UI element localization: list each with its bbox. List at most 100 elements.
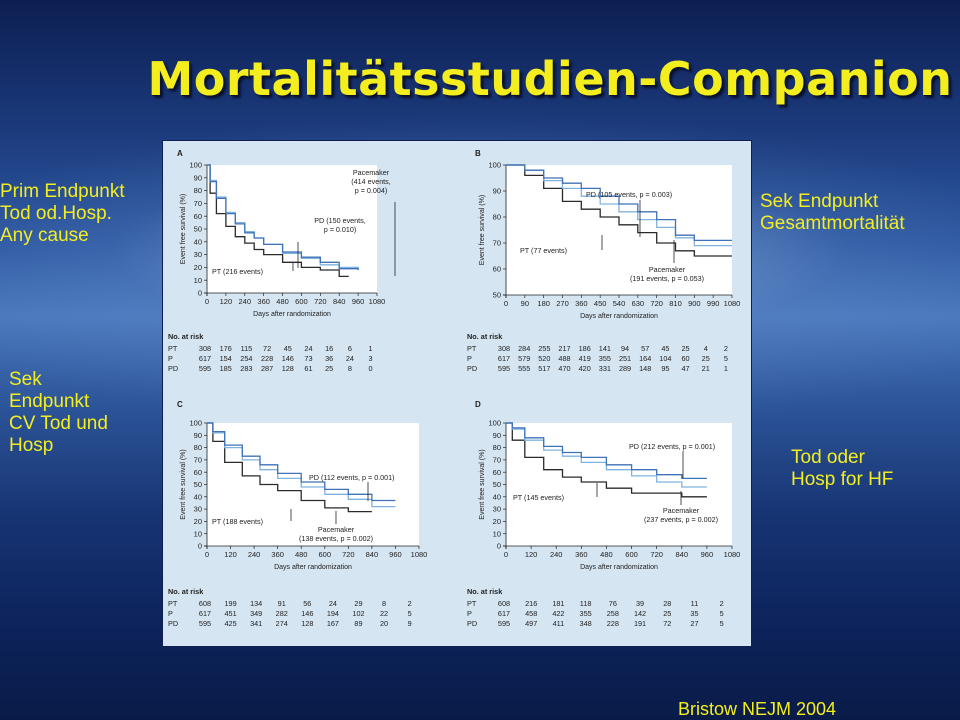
risk-cell: 289: [619, 364, 631, 373]
y-tick-label: 40: [194, 492, 202, 501]
risk-cell: 355: [599, 354, 611, 363]
risk-cell: 228: [607, 619, 619, 628]
x-tick-label: 720: [342, 550, 355, 559]
risk-cell: 28: [663, 599, 671, 608]
risk-cell: 185: [220, 364, 232, 373]
risk-cell: 73: [304, 354, 312, 363]
y-axis-label: Event free survival (%): [180, 449, 187, 519]
x-tick-label: 720: [650, 299, 663, 308]
x-tick-label: 540: [613, 299, 626, 308]
x-tick-label: 600: [319, 550, 332, 559]
x-tick-label: 360: [575, 299, 588, 308]
label-line: Sek Endpunkt: [760, 191, 879, 212]
risk-cell: 102: [352, 609, 364, 618]
risk-cell: 91: [278, 599, 286, 608]
risk-cell: 76: [609, 599, 617, 608]
risk-cell: 217: [558, 344, 570, 353]
risk-cell: 181: [552, 599, 564, 608]
y-tick-label: 80: [194, 186, 202, 195]
x-tick-label: 240: [550, 550, 563, 559]
x-tick-label: 720: [314, 297, 327, 306]
label-sek-mortalitaet: Sek Endpunkt Gesamtmortalität: [760, 191, 905, 235]
annotation-text: PD (105 events, p = 0.003): [586, 190, 672, 199]
label-line: Sek: [9, 369, 42, 390]
risk-cell: 579: [518, 354, 530, 363]
risk-cell: 608: [498, 599, 510, 608]
risk-cell: 24: [329, 599, 337, 608]
annotation-text: Pacemaker: [663, 506, 700, 515]
risk-cell: 134: [250, 599, 262, 608]
risk-cell: 1: [724, 364, 728, 373]
risk-cell: 194: [327, 609, 339, 618]
annotation-text: (414 events,: [351, 177, 391, 186]
risk-row-label: PT: [467, 344, 477, 353]
x-tick-label: 360: [271, 550, 284, 559]
risk-cell: 308: [498, 344, 510, 353]
risk-row-label: P: [467, 609, 472, 618]
risk-cell: 6: [348, 344, 352, 353]
x-tick-label: 120: [224, 550, 237, 559]
x-tick-label: 240: [248, 550, 261, 559]
risk-cell: 61: [304, 364, 312, 373]
y-tick-label: 30: [194, 505, 202, 514]
annotation-text: Pacemaker: [649, 265, 686, 274]
risk-cell: 118: [580, 599, 592, 608]
risk-cell: 8: [382, 599, 386, 608]
risk-cell: 470: [558, 364, 570, 373]
label-prim-endpunkt: Prim Endpunkt Tod od.Hosp. Any cause: [0, 181, 125, 247]
x-tick-label: 840: [676, 550, 689, 559]
annotation-text: PT (145 events): [513, 493, 564, 502]
x-tick-label: 0: [205, 550, 209, 559]
label-line: Gesamtmortalität: [760, 213, 905, 234]
x-tick-label: 90: [521, 299, 529, 308]
label-line: Any cause: [0, 225, 89, 246]
series-line-pd: [207, 422, 396, 502]
y-tick-label: 80: [194, 443, 202, 452]
risk-row-label: PT: [168, 599, 178, 608]
risk-row-label: P: [467, 354, 472, 363]
risk-row-label: P: [168, 609, 173, 618]
risk-row-label: PT: [467, 599, 477, 608]
risk-cell: 20: [380, 619, 388, 628]
x-tick-label: 990: [707, 299, 720, 308]
risk-cell: 308: [199, 344, 211, 353]
risk-cell: 72: [663, 619, 671, 628]
risk-cell: 284: [518, 344, 530, 353]
risk-cell: 331: [599, 364, 611, 373]
risk-cell: 1: [369, 344, 373, 353]
risk-cell: 60: [681, 354, 689, 363]
x-tick-label: 1080: [411, 550, 428, 559]
risk-row-label: PD: [467, 619, 477, 628]
annotation-text: (191 events, p = 0.053): [630, 274, 704, 283]
y-tick-label: 30: [493, 505, 501, 514]
risk-cell: 128: [282, 364, 294, 373]
risk-cell: 45: [661, 344, 669, 353]
annotation-text: p = 0.010): [324, 225, 357, 234]
risk-cell: 355: [580, 609, 592, 618]
y-axis-label: Event free survival (%): [479, 449, 486, 519]
risk-row-label: PT: [168, 344, 178, 353]
plot-area: [207, 423, 419, 546]
y-axis-label: Event free survival (%): [479, 195, 486, 265]
y-tick-label: 20: [493, 517, 501, 526]
x-tick-label: 840: [366, 550, 379, 559]
risk-table-header: No. at risk: [467, 587, 503, 596]
y-tick-label: 10: [493, 529, 501, 538]
risk-cell: 146: [301, 609, 313, 618]
x-tick-label: 1080: [724, 550, 741, 559]
label-tod-hosp-hf: Tod oder Hosp for HF: [791, 447, 893, 491]
x-tick-label: 180: [537, 299, 550, 308]
risk-cell: 216: [525, 599, 537, 608]
risk-cell: 94: [621, 344, 629, 353]
risk-cell: 5: [724, 354, 728, 363]
series-line-pd: [207, 164, 359, 270]
annotation-text: PT (188 events): [212, 517, 263, 526]
risk-cell: 47: [681, 364, 689, 373]
label-line: Tod oder: [791, 447, 865, 468]
risk-cell: 617: [498, 354, 510, 363]
kaplan-meier-figure: A 0 10 20 30 40 50 60 70 80 90 100 0 120 240 360 480 600 7…: [163, 141, 751, 646]
risk-cell: 228: [261, 354, 273, 363]
series-line-pt: [506, 164, 732, 257]
risk-cell: 11: [691, 599, 699, 608]
risk-cell: 2: [724, 344, 728, 353]
